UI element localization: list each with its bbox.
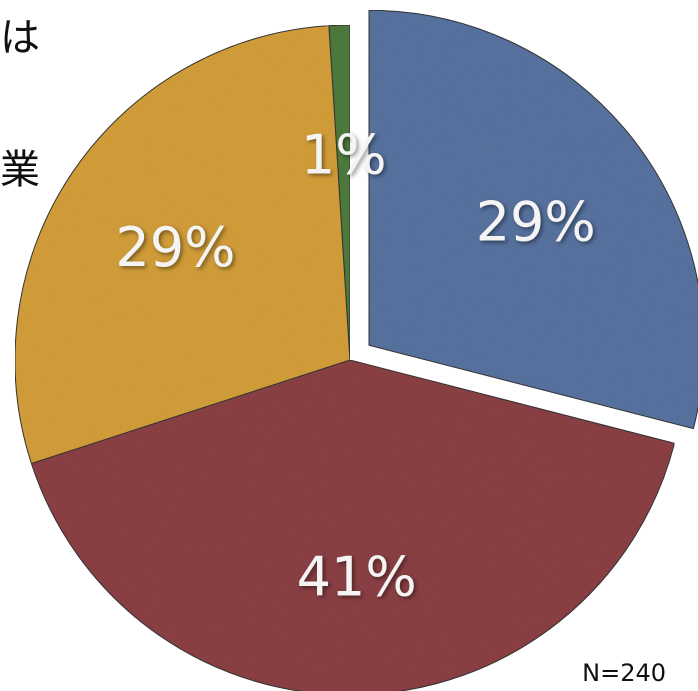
sample-size-label: N=240 xyxy=(582,659,666,687)
pie-slice-2 xyxy=(14,25,351,465)
slice-label-0: 29% xyxy=(476,191,596,254)
side-text-top: は xyxy=(0,15,40,61)
slice-label-3: 1% xyxy=(301,124,387,187)
side-text-middle: 業 xyxy=(0,147,40,193)
pie-slice-1 xyxy=(30,359,676,691)
slice-label-1: 41% xyxy=(297,546,417,609)
slice-label-2: 29% xyxy=(115,216,235,279)
pie-slice-3 xyxy=(328,24,351,361)
pie-slice-0 xyxy=(368,9,698,430)
